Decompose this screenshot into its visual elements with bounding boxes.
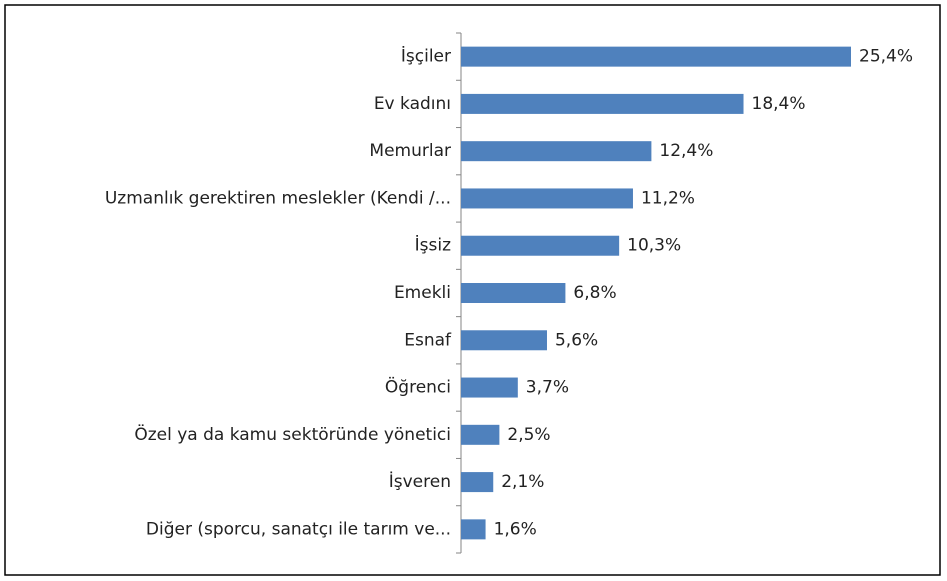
bar bbox=[461, 141, 652, 162]
category-label: Memurlar bbox=[369, 141, 451, 161]
value-label: 25,4% bbox=[859, 47, 913, 67]
bar bbox=[461, 93, 744, 114]
category-label: Özel ya da kamu sektöründe yönetici bbox=[134, 423, 451, 445]
bar bbox=[461, 46, 851, 67]
value-label: 18,4% bbox=[752, 94, 806, 114]
bar bbox=[461, 235, 620, 256]
category-label: İşveren bbox=[389, 471, 451, 492]
category-label: Ev kadını bbox=[374, 94, 451, 114]
bar bbox=[461, 377, 518, 398]
value-label: 6,8% bbox=[573, 283, 616, 303]
category-label: İşçiler bbox=[401, 46, 451, 67]
category-label: Diğer (sporcu, sanatçı ile tarım ve... bbox=[146, 519, 451, 539]
category-label: Esnaf bbox=[404, 330, 452, 350]
bar bbox=[461, 472, 494, 493]
category-label: Öğrenci bbox=[385, 376, 451, 398]
bar bbox=[461, 519, 486, 540]
category-label: Uzmanlık gerektiren meslekler (Kendi /..… bbox=[105, 188, 451, 208]
value-label: 11,2% bbox=[641, 188, 695, 208]
bar bbox=[461, 188, 633, 209]
bar bbox=[461, 330, 547, 351]
value-label: 2,1% bbox=[501, 472, 544, 492]
category-label: Emekli bbox=[394, 283, 451, 303]
bar bbox=[461, 424, 500, 445]
category-label: İşsiz bbox=[415, 235, 451, 256]
value-label: 2,5% bbox=[507, 425, 550, 445]
value-label: 1,6% bbox=[494, 519, 537, 539]
value-label: 12,4% bbox=[659, 141, 713, 161]
value-label: 3,7% bbox=[526, 378, 569, 398]
bar bbox=[461, 283, 566, 303]
value-label: 10,3% bbox=[627, 236, 681, 256]
value-label: 5,6% bbox=[555, 330, 598, 350]
